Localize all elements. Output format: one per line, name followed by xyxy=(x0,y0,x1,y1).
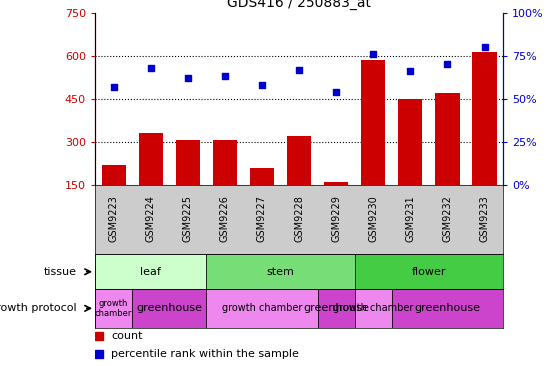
Text: GSM9233: GSM9233 xyxy=(480,195,490,242)
Text: GSM9231: GSM9231 xyxy=(405,195,415,242)
Bar xyxy=(361,60,385,228)
Text: GSM9228: GSM9228 xyxy=(294,195,304,242)
Bar xyxy=(355,289,392,328)
Text: GSM9232: GSM9232 xyxy=(443,195,452,242)
Bar xyxy=(250,168,274,228)
Text: GSM9224: GSM9224 xyxy=(146,195,155,242)
Text: GSM9227: GSM9227 xyxy=(257,195,267,242)
Point xyxy=(183,75,192,81)
Bar xyxy=(355,254,503,289)
Point xyxy=(443,61,452,67)
Bar xyxy=(392,289,503,328)
Bar xyxy=(176,141,200,228)
Point xyxy=(295,67,304,72)
Bar xyxy=(206,289,318,328)
Text: growth chamber: growth chamber xyxy=(222,303,302,313)
Text: GSM9225: GSM9225 xyxy=(183,195,193,242)
Bar xyxy=(472,52,496,228)
Text: leaf: leaf xyxy=(140,267,161,277)
Text: growth chamber: growth chamber xyxy=(333,303,414,313)
Point xyxy=(331,89,340,95)
Text: greenhouse: greenhouse xyxy=(136,303,202,313)
Point xyxy=(406,68,415,74)
Bar xyxy=(132,289,206,328)
Text: GSM9230: GSM9230 xyxy=(368,195,378,242)
Bar xyxy=(95,254,206,289)
Text: tissue: tissue xyxy=(44,267,77,277)
Point xyxy=(109,84,118,90)
Bar xyxy=(324,182,348,228)
Text: greenhouse: greenhouse xyxy=(303,303,369,313)
Text: flower: flower xyxy=(411,267,446,277)
Text: GSM9223: GSM9223 xyxy=(108,195,119,242)
Text: stem: stem xyxy=(267,267,295,277)
Bar xyxy=(435,93,459,228)
Text: GSM9226: GSM9226 xyxy=(220,195,230,242)
Text: GSM9229: GSM9229 xyxy=(331,195,341,242)
Bar xyxy=(399,99,423,228)
Point xyxy=(220,74,229,79)
Bar xyxy=(318,289,355,328)
Bar xyxy=(139,133,163,228)
Text: greenhouse: greenhouse xyxy=(414,303,480,313)
Text: growth
chamber: growth chamber xyxy=(95,299,132,318)
Point xyxy=(258,82,267,88)
Text: count: count xyxy=(111,331,143,341)
Bar xyxy=(95,289,132,328)
Bar xyxy=(206,254,355,289)
Bar xyxy=(287,136,311,228)
Text: percentile rank within the sample: percentile rank within the sample xyxy=(111,349,299,359)
Point xyxy=(146,65,155,71)
Bar xyxy=(213,141,237,228)
Point xyxy=(480,44,489,50)
Title: GDS416 / 250883_at: GDS416 / 250883_at xyxy=(227,0,371,10)
Text: growth protocol: growth protocol xyxy=(0,303,77,313)
Bar xyxy=(102,165,126,228)
Point xyxy=(369,51,378,57)
